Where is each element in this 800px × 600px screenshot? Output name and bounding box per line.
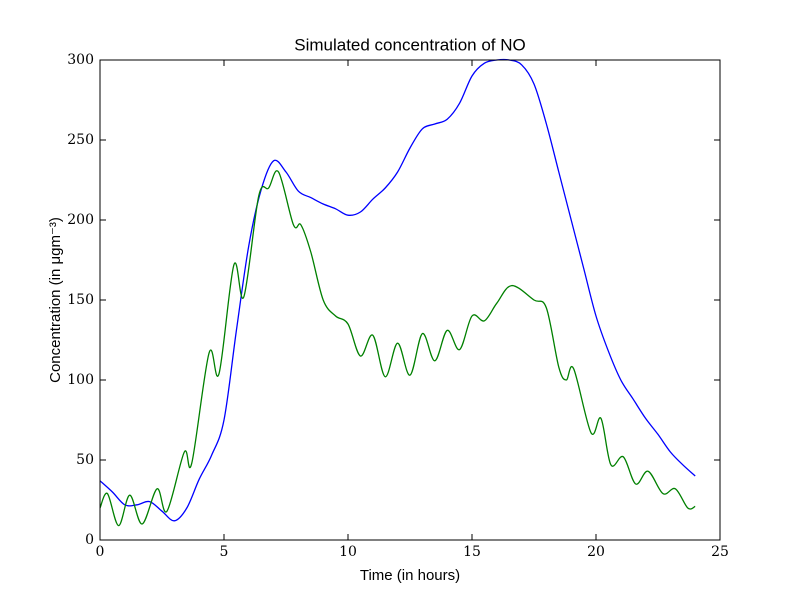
x-tick-label: 0 xyxy=(96,544,105,560)
y-tick-label: 200 xyxy=(67,212,94,228)
y-tick-label: 0 xyxy=(85,532,94,548)
x-tick-label: 10 xyxy=(339,544,357,560)
x-tick-label: 25 xyxy=(711,544,729,560)
y-tick-label: 100 xyxy=(67,372,94,388)
y-tick-label: 50 xyxy=(76,452,94,468)
x-axis-label: Time (in hours) xyxy=(360,567,460,584)
y-tick-label: 300 xyxy=(67,52,94,68)
y-axis-label: Concentration (in μgm⁻³) xyxy=(47,217,64,383)
y-tick-label: 250 xyxy=(67,132,94,148)
plot-frame xyxy=(99,59,721,541)
chart-title: Simulated concentration of NO xyxy=(294,35,526,54)
x-tick-label: 5 xyxy=(220,544,229,560)
x-tick-label: 15 xyxy=(463,544,481,560)
line-series xyxy=(99,58,696,522)
y-tick-label: 150 xyxy=(67,292,94,308)
line-series xyxy=(99,170,696,527)
x-tick-label: 20 xyxy=(587,544,605,560)
